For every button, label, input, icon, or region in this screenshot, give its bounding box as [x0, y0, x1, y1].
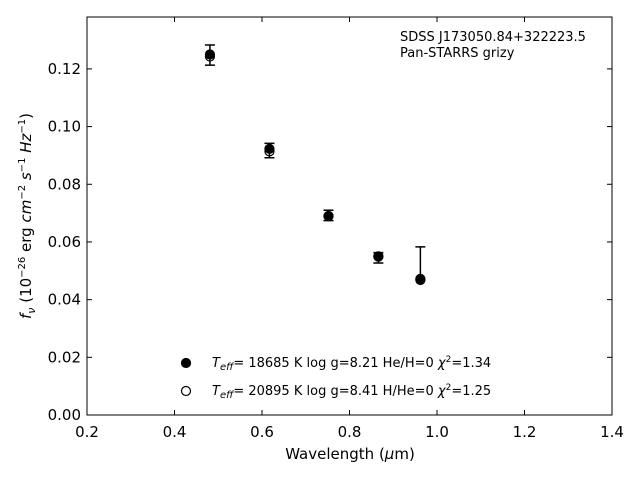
legend-marker-0 [180, 357, 192, 369]
y-tick-label-2: 0.04 [48, 291, 81, 309]
x-tick-label-6: 1.4 [600, 423, 624, 441]
x-tick-label-4: 1.0 [425, 423, 449, 441]
annotation-object-name: SDSS J173050.84+322223.5 [400, 30, 586, 45]
legend: Teff= 18685 K log g=8.21 He/H=0 χ2=1.34 T… [180, 355, 491, 401]
y-tick-label-3: 0.06 [48, 233, 81, 251]
y-tick-label-1: 0.02 [48, 348, 81, 366]
x-tick-label-0: 0.2 [75, 423, 99, 441]
x-tick-label-5: 1.2 [513, 423, 537, 441]
y-tick-label-0: 0.00 [48, 406, 81, 424]
y-tick-label-4: 0.08 [48, 175, 81, 193]
x-tick-label-3: 0.8 [338, 423, 362, 441]
series-1-point-3 [373, 251, 384, 262]
series-1-point-0 [204, 51, 216, 62]
y-tick-label-5: 0.10 [48, 118, 81, 136]
data-points [204, 49, 426, 286]
x-tick-label-2: 0.6 [250, 423, 274, 441]
legend-marker-1 [180, 385, 192, 397]
series-1-point-4 [415, 273, 426, 284]
error-bars [204, 44, 426, 281]
axis-ticks: 0.2 0.4 0.6 0.8 1.0 1.2 1.4 0.00 0.02 0.04 0.06 0.0… [48, 17, 624, 441]
x-axis-label: Wavelength (μm) [285, 445, 415, 463]
x-tick-label-1: 0.4 [163, 423, 187, 441]
annotation-survey: Pan-STARRS grizy [400, 46, 515, 61]
series-1-point-1 [264, 146, 275, 157]
y-axis-label: fν (10−26 erg cm−2 s−1 Hz−1) [17, 113, 38, 319]
series-1-point-2 [323, 211, 334, 222]
legend-entry-0: Teff= 18685 K log g=8.21 He/H=0 χ2=1.34 [212, 355, 491, 373]
y-tick-label-6: 0.12 [48, 60, 81, 78]
legend-entry-1: Teff= 20895 K log g=8.41 H/He=0 χ2=1.25 [212, 383, 491, 401]
series-0-point-1 [264, 143, 275, 154]
